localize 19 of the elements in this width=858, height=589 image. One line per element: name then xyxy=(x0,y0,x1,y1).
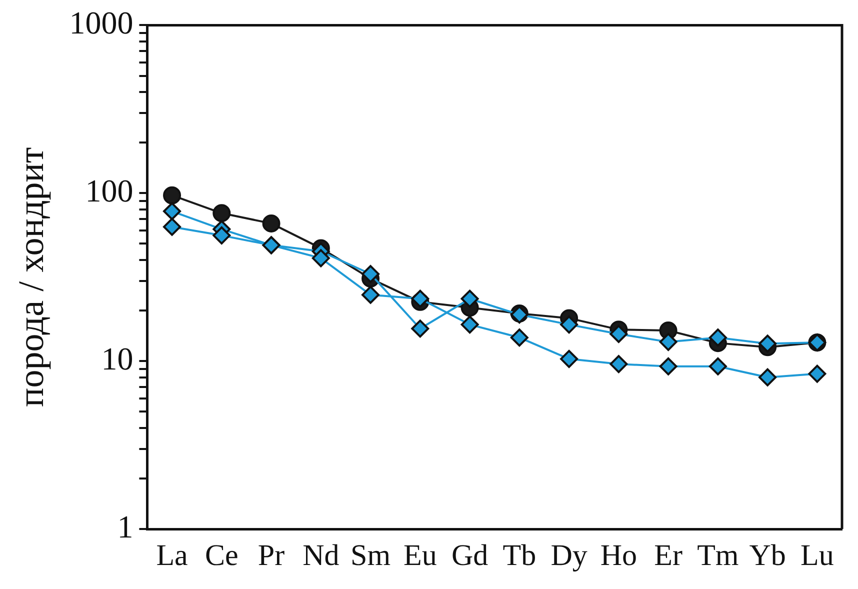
x-tick-label: Yb xyxy=(749,538,786,572)
x-tick-label: Ce xyxy=(204,538,238,572)
y-tick-label: 1000 xyxy=(69,4,134,41)
x-tick-label: Nd xyxy=(302,538,340,572)
y-tick-label: 1 xyxy=(117,508,134,544)
y-axis-title: порода / хондрит xyxy=(11,146,52,407)
x-tick-label: Tm xyxy=(697,538,739,572)
x-tick-label: Er xyxy=(654,538,682,572)
x-tick-label: Lu xyxy=(800,538,834,572)
x-tick-label: Tb xyxy=(502,538,536,572)
y-tick-label: 10 xyxy=(101,340,134,376)
x-tick-label: Eu xyxy=(403,538,437,572)
x-tick-label: La xyxy=(156,538,188,572)
y-tick-label: 100 xyxy=(85,172,134,209)
x-tick-label: Gd xyxy=(451,538,488,572)
x-tick-label: Pr xyxy=(258,538,285,572)
x-tick-label: Sm xyxy=(350,538,391,572)
x-tick-label: Ho xyxy=(600,538,638,572)
x-tick-label: Dy xyxy=(550,538,588,572)
